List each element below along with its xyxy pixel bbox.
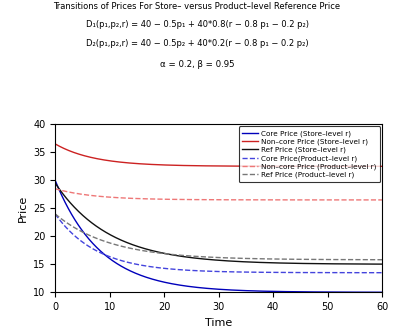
Core Price(Product–level r) — [271, 270, 276, 275]
Non–core Price (Product–level r) — [53, 187, 58, 191]
Line: Non–core Price (Product–level r): Non–core Price (Product–level r) — [55, 189, 382, 200]
Non–core Price (Product–level r) — [201, 198, 206, 202]
Core Price (Store–level r) — [201, 286, 206, 290]
Non–core Price (Store–level r) — [201, 164, 206, 168]
Core Price(Product–level r) — [111, 256, 115, 260]
Core Price(Product–level r) — [137, 263, 141, 267]
Non–core Price (Store–level r) — [53, 142, 58, 146]
Ref Price (Store–level r) — [245, 260, 250, 264]
Ref Price (Store–level r) — [299, 261, 304, 265]
Text: D₁(p₁,p₂,r) = 40 − 0.5p₁ + 40*0.8(r − 0.8 p₁ − 0.2 p₂): D₁(p₁,p₂,r) = 40 − 0.5p₁ + 40*0.8(r − 0.… — [85, 20, 309, 29]
Core Price (Store–level r) — [137, 273, 141, 277]
Core Price (Store–level r) — [111, 259, 115, 263]
Core Price(Product–level r) — [380, 271, 385, 275]
Ref Price (Product–level r) — [299, 257, 304, 261]
Line: Core Price(Product–level r): Core Price(Product–level r) — [55, 214, 382, 273]
Non–core Price (Store–level r) — [137, 162, 141, 166]
Non–core Price (Product–level r) — [111, 195, 115, 199]
Ref Price (Product–level r) — [201, 255, 206, 259]
Ref Price (Store–level r) — [380, 262, 385, 266]
Line: Ref Price (Product–level r): Ref Price (Product–level r) — [55, 214, 382, 260]
Ref Price (Store–level r) — [271, 261, 276, 265]
X-axis label: Time: Time — [205, 318, 232, 328]
Text: α = 0.2, β = 0.95: α = 0.2, β = 0.95 — [160, 60, 234, 70]
Non–core Price (Store–level r) — [380, 164, 385, 168]
Ref Price (Product–level r) — [271, 257, 276, 261]
Y-axis label: Price: Price — [17, 195, 27, 222]
Ref Price (Product–level r) — [111, 242, 115, 246]
Core Price(Product–level r) — [299, 270, 304, 275]
Non–core Price (Store–level r) — [111, 159, 115, 163]
Non–core Price (Store–level r) — [299, 164, 304, 168]
Core Price (Store–level r) — [245, 289, 250, 293]
Line: Core Price (Store–level r): Core Price (Store–level r) — [55, 180, 382, 292]
Non–core Price (Product–level r) — [245, 198, 250, 202]
Core Price (Store–level r) — [299, 290, 304, 294]
Ref Price (Store–level r) — [111, 234, 115, 238]
Ref Price (Product–level r) — [380, 258, 385, 262]
Ref Price (Product–level r) — [137, 248, 141, 252]
Ref Price (Store–level r) — [137, 245, 141, 249]
Non–core Price (Product–level r) — [137, 197, 141, 201]
Line: Non–core Price (Store–level r): Non–core Price (Store–level r) — [55, 144, 382, 166]
Ref Price (Store–level r) — [53, 181, 58, 185]
Ref Price (Product–level r) — [245, 256, 250, 260]
Core Price (Store–level r) — [53, 178, 58, 182]
Core Price(Product–level r) — [245, 270, 250, 274]
Non–core Price (Store–level r) — [271, 164, 276, 168]
Core Price(Product–level r) — [53, 212, 58, 216]
Core Price (Store–level r) — [380, 290, 385, 294]
Non–core Price (Product–level r) — [271, 198, 276, 202]
Core Price(Product–level r) — [201, 269, 206, 273]
Non–core Price (Product–level r) — [299, 198, 304, 202]
Line: Ref Price (Store–level r): Ref Price (Store–level r) — [55, 183, 382, 264]
Ref Price (Store–level r) — [201, 257, 206, 261]
Non–core Price (Store–level r) — [245, 164, 250, 168]
Text: Transitions of Prices For Store– versus Product–level Reference Price: Transitions of Prices For Store– versus … — [54, 2, 340, 11]
Ref Price (Product–level r) — [53, 212, 58, 216]
Non–core Price (Product–level r) — [380, 198, 385, 202]
Text: D₂(p₁,p₂,r) = 40 − 0.5p₂ + 40*0.2(r − 0.8 p₁ − 0.2 p₂): D₂(p₁,p₂,r) = 40 − 0.5p₂ + 40*0.2(r − 0.… — [85, 39, 309, 48]
Legend: Core Price (Store–level r), Non–core Price (Store–level r), Ref Price (Store–lev: Core Price (Store–level r), Non–core Pri… — [239, 126, 380, 182]
Core Price (Store–level r) — [271, 289, 276, 293]
